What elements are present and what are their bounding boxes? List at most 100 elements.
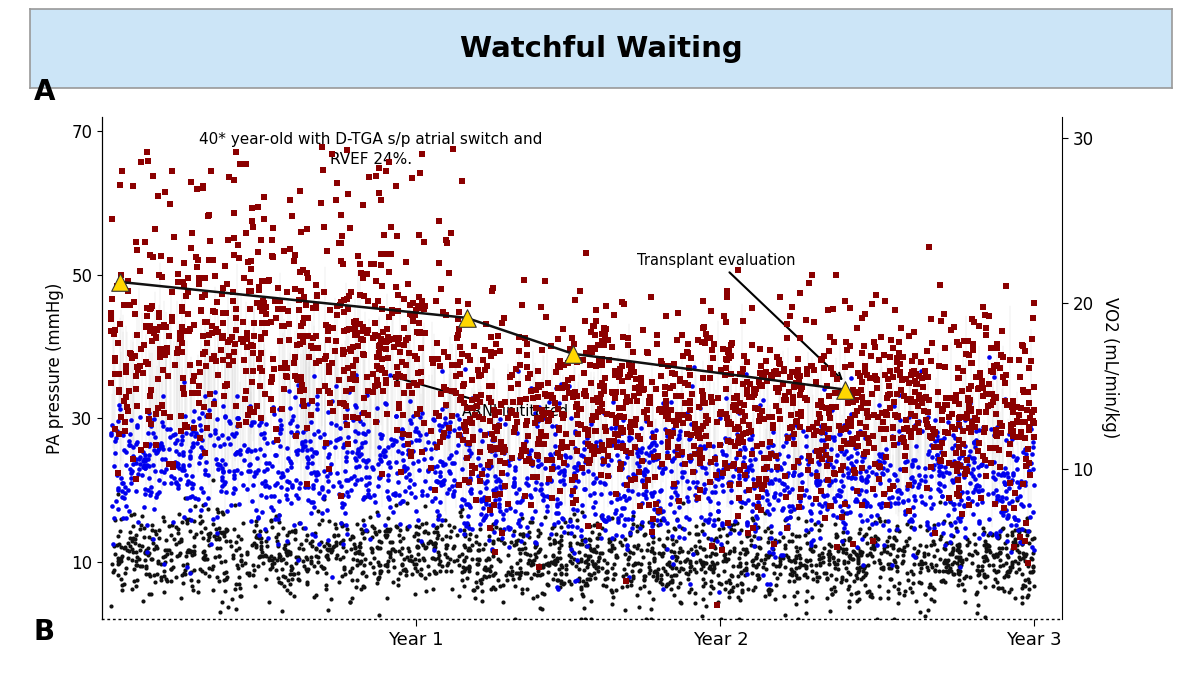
- Point: [834, 436, 853, 447]
- Point: [678, 495, 697, 506]
- Point: [493, 447, 512, 458]
- Point: [839, 471, 858, 482]
- Point: [805, 540, 824, 551]
- Point: [1015, 444, 1034, 455]
- Point: [196, 447, 215, 458]
- Point: [244, 570, 263, 581]
- Point: [902, 471, 922, 482]
- Point: [860, 373, 880, 384]
- Point: [390, 333, 409, 344]
- Point: [832, 443, 851, 454]
- Point: [623, 469, 642, 480]
- Point: [695, 463, 714, 474]
- Point: [814, 551, 833, 562]
- Point: [394, 409, 413, 420]
- Point: [378, 352, 397, 363]
- Point: [120, 463, 139, 474]
- Point: [901, 522, 920, 533]
- Point: [912, 372, 931, 383]
- Point: [494, 537, 514, 548]
- Point: [642, 488, 661, 499]
- Point: [196, 273, 215, 284]
- Point: [572, 462, 592, 473]
- Point: [618, 540, 637, 551]
- Point: [611, 410, 630, 421]
- Point: [338, 189, 358, 200]
- Point: [194, 401, 214, 412]
- Point: [737, 544, 756, 555]
- Point: [1019, 363, 1038, 374]
- Point: [606, 369, 625, 380]
- Point: [643, 530, 662, 541]
- Point: [212, 429, 232, 440]
- Point: [700, 563, 719, 574]
- Point: [203, 255, 222, 266]
- Point: [984, 487, 1003, 498]
- Point: [505, 506, 524, 517]
- Point: [644, 555, 664, 566]
- Point: [869, 412, 888, 423]
- Point: [224, 524, 244, 535]
- Point: [456, 425, 475, 436]
- Point: [370, 162, 389, 173]
- Point: [155, 559, 174, 570]
- Point: [950, 422, 970, 433]
- Point: [611, 427, 630, 438]
- Point: [612, 502, 631, 513]
- Point: [564, 548, 583, 559]
- Point: [774, 378, 793, 389]
- Point: [475, 344, 494, 355]
- Point: [695, 567, 714, 578]
- Point: [775, 540, 794, 551]
- Point: [631, 423, 650, 434]
- Point: [314, 442, 334, 453]
- Point: [886, 470, 905, 481]
- Point: [893, 495, 912, 506]
- Point: [815, 567, 834, 578]
- Point: [472, 494, 491, 505]
- Point: [881, 403, 900, 414]
- Point: [114, 513, 133, 524]
- Point: [241, 339, 260, 350]
- Point: [560, 540, 580, 551]
- Point: [482, 286, 502, 297]
- Point: [787, 369, 806, 380]
- Point: [122, 352, 142, 363]
- Point: [263, 555, 282, 566]
- Point: [1000, 448, 1019, 459]
- Point: [797, 572, 816, 583]
- Point: [949, 561, 968, 572]
- Point: [575, 557, 594, 568]
- Point: [838, 345, 857, 356]
- Point: [530, 562, 550, 573]
- Point: [692, 526, 712, 537]
- Point: [662, 530, 682, 541]
- Point: [547, 574, 566, 585]
- Point: [337, 452, 356, 463]
- Point: [416, 428, 436, 439]
- Point: [821, 500, 840, 511]
- Point: [613, 414, 632, 425]
- Point: [155, 467, 174, 478]
- Point: [1003, 407, 1022, 418]
- Point: [580, 343, 599, 354]
- Point: [672, 471, 691, 482]
- Point: [740, 420, 760, 431]
- Point: [665, 416, 684, 427]
- Point: [691, 440, 710, 451]
- Point: [1009, 546, 1028, 557]
- Point: [960, 572, 979, 583]
- Point: [985, 361, 1004, 372]
- Point: [142, 303, 161, 314]
- Point: [103, 566, 122, 577]
- Point: [889, 498, 908, 509]
- Point: [868, 613, 887, 624]
- Point: [696, 328, 715, 339]
- Point: [181, 429, 200, 440]
- Point: [545, 518, 564, 529]
- Point: [193, 547, 212, 558]
- Point: [589, 533, 608, 544]
- Point: [520, 550, 539, 561]
- Point: [991, 494, 1010, 505]
- Point: [629, 451, 648, 462]
